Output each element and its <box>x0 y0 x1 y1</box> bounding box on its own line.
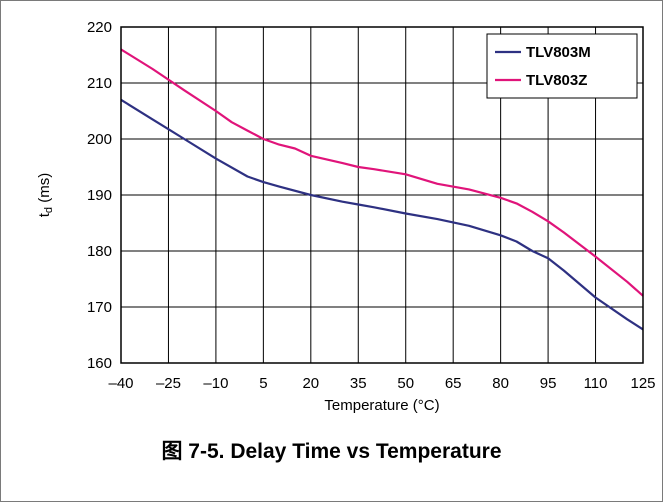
x-tick-label: 80 <box>492 375 509 392</box>
y-tick-label: 200 <box>87 131 112 148</box>
x-tick-label: 65 <box>445 375 462 392</box>
delay-time-chart: 160 170 180 190 200 210 220 –40 –25 –10 5 20 35 50 65… <box>36 19 656 414</box>
figure-caption: 图 7-5. Delay Time vs Temperature <box>161 440 502 463</box>
y-tick-label: 180 <box>87 243 112 260</box>
x-tick-label: 20 <box>302 375 319 392</box>
y-axis-label-main: t <box>36 212 53 217</box>
x-tick-label: 5 <box>259 375 267 392</box>
legend-label-tlv803z: TLV803Z <box>526 72 587 89</box>
y-tick-label: 210 <box>87 75 112 92</box>
series-layer <box>120 48 644 331</box>
x-tick-label: 50 <box>397 375 414 392</box>
y-tick-label: 160 <box>87 355 112 372</box>
x-tick-label: 35 <box>350 375 367 392</box>
y-tick-label: 170 <box>87 299 112 316</box>
series-line-tlv803z <box>120 48 644 297</box>
x-tick-label: –40 <box>108 375 133 392</box>
x-tick-labels: –40 –25 –10 5 20 35 50 65 80 95 110 125 <box>108 375 655 392</box>
plot-border <box>120 26 644 364</box>
legend-label-tlv803m: TLV803M <box>526 44 591 61</box>
x-axis-label: Temperature (°C) <box>324 397 439 414</box>
y-tick-label: 220 <box>87 19 112 36</box>
y-axis-label: td (ms) <box>36 173 55 217</box>
legend-box <box>486 33 638 99</box>
legend: TLV803M TLV803Z <box>486 33 638 99</box>
x-tick-label: 125 <box>630 375 655 392</box>
series-line-tlv803m <box>120 98 644 331</box>
x-tick-label: 95 <box>540 375 557 392</box>
x-tick-label: –25 <box>156 375 181 392</box>
y-axis-label-subscript: d <box>43 207 55 213</box>
y-tick-labels: 160 170 180 190 200 210 220 <box>87 19 112 372</box>
y-axis-label-unit: (ms) <box>36 173 53 207</box>
x-tick-label: 110 <box>584 375 608 392</box>
grid-layer <box>121 27 643 363</box>
y-tick-label: 190 <box>87 187 112 204</box>
x-tick-label: –10 <box>203 375 228 392</box>
